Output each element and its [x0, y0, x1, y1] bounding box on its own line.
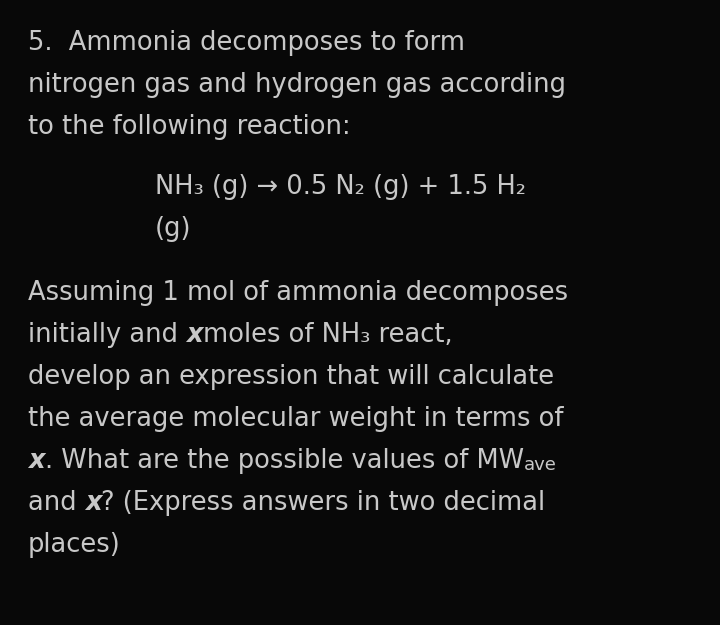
Text: ? (Express answers in two decimal: ? (Express answers in two decimal — [102, 490, 546, 516]
Text: and: and — [28, 490, 85, 516]
Text: nitrogen gas and hydrogen gas according: nitrogen gas and hydrogen gas according — [28, 72, 566, 98]
Text: (g): (g) — [155, 216, 192, 242]
Text: to the following reaction:: to the following reaction: — [28, 114, 351, 140]
Text: ave: ave — [523, 456, 557, 474]
Text: places): places) — [28, 532, 121, 558]
Text: moles of NH₃ react,: moles of NH₃ react, — [203, 322, 452, 348]
Text: Assuming 1 mol of ammonia decomposes: Assuming 1 mol of ammonia decomposes — [28, 280, 568, 306]
Text: x: x — [85, 490, 102, 516]
Text: NH₃ (g) → 0.5 N₂ (g) + 1.5 H₂: NH₃ (g) → 0.5 N₂ (g) + 1.5 H₂ — [155, 174, 526, 200]
Text: x: x — [186, 322, 203, 348]
Text: 5.  Ammonia decomposes to form: 5. Ammonia decomposes to form — [28, 30, 465, 56]
Text: initially and: initially and — [28, 322, 186, 348]
Text: the average molecular weight in terms of: the average molecular weight in terms of — [28, 406, 564, 432]
Text: x: x — [28, 448, 45, 474]
Text: . What are the possible values of MW: . What are the possible values of MW — [45, 448, 523, 474]
Text: develop an expression that will calculate: develop an expression that will calculat… — [28, 364, 554, 390]
